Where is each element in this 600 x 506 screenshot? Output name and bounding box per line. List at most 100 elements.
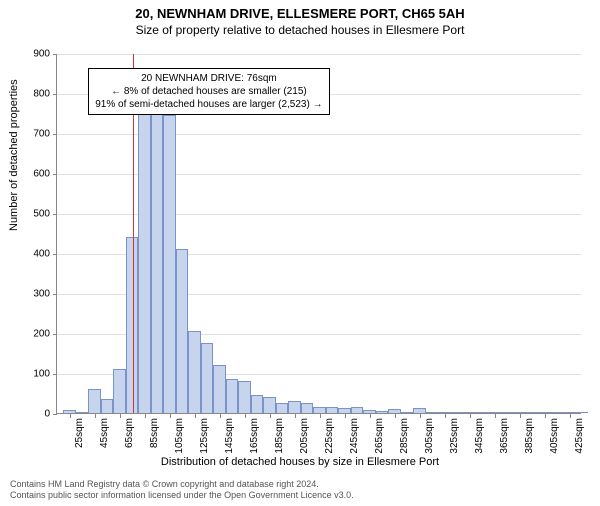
xtick-label: 265sqm [374,418,385,454]
ytick-mark [53,94,57,95]
histogram-bar [388,409,401,413]
histogram-bar [88,389,101,413]
histogram-bar [413,408,426,413]
grid-line [57,214,581,215]
xtick-label: 365sqm [499,418,510,454]
xtick-mark [545,414,546,418]
histogram-bar [476,412,489,413]
histogram-bar [226,379,239,413]
x-axis-label: Distribution of detached houses by size … [0,456,600,468]
ytick-label: 400 [20,249,50,260]
histogram-bar [201,343,214,413]
histogram-bar [526,412,539,413]
ytick-label: 800 [20,89,50,100]
grid-line [57,174,581,175]
histogram-bar [376,411,389,413]
xtick-label: 85sqm [149,418,160,448]
histogram-bar [76,412,89,413]
xtick-mark [320,414,321,418]
xtick-label: 105sqm [174,418,185,454]
ytick-label: 600 [20,169,50,180]
xtick-mark [295,414,296,418]
ytick-label: 500 [20,209,50,220]
histogram-bar [563,412,576,413]
grid-line [57,134,581,135]
ytick-mark [53,54,57,55]
xtick-mark [70,414,71,418]
histogram-bar [576,412,589,413]
ytick-label: 0 [20,409,50,420]
ytick-mark [53,254,57,255]
chart-container: 20, NEWNHAM DRIVE, ELLESMERE PORT, CH65 … [0,6,600,506]
histogram-bar [276,403,289,413]
histogram-bar [213,365,226,413]
xtick-label: 405sqm [549,418,560,454]
histogram-bar [238,381,251,413]
plot-area: 010020030040050060070080090025sqm45sqm65… [56,54,581,414]
histogram-bar [188,331,201,413]
histogram-bar [338,408,351,413]
histogram-bar [426,412,439,413]
histogram-bar [63,410,76,413]
histogram-bar [113,369,126,413]
xtick-mark [570,414,571,418]
ytick-mark [53,414,57,415]
annotation-line: 20 NEWNHAM DRIVE: 76sqm [95,72,322,85]
xtick-label: 245sqm [349,418,360,454]
histogram-bar [351,407,364,413]
histogram-bar [301,403,314,413]
xtick-label: 185sqm [274,418,285,454]
ytick-mark [53,334,57,335]
histogram-bar [151,113,164,413]
chart-title: 20, NEWNHAM DRIVE, ELLESMERE PORT, CH65 … [0,6,600,21]
footer-line-1: Contains HM Land Registry data © Crown c… [10,479,590,491]
histogram-bar [126,237,139,413]
xtick-label: 345sqm [474,418,485,454]
xtick-mark [445,414,446,418]
xtick-mark [495,414,496,418]
xtick-label: 285sqm [399,418,410,454]
annotation-box: 20 NEWNHAM DRIVE: 76sqm← 8% of detached … [88,68,329,115]
xtick-mark [195,414,196,418]
xtick-mark [220,414,221,418]
histogram-bar [251,395,264,413]
histogram-bar [363,410,376,413]
histogram-bar [101,399,114,413]
ytick-mark [53,294,57,295]
xtick-mark [470,414,471,418]
histogram-bar [326,407,339,413]
histogram-bar [163,115,176,413]
xtick-label: 125sqm [199,418,210,454]
y-axis-label: Number of detached properties [8,79,20,231]
histogram-bar [451,412,464,413]
footer-line-2: Contains public sector information licen… [10,490,590,502]
chart-subtitle: Size of property relative to detached ho… [0,23,600,37]
histogram-bar [463,412,476,413]
ytick-mark [53,174,57,175]
xtick-mark [120,414,121,418]
histogram-bar [138,113,151,413]
xtick-mark [395,414,396,418]
histogram-bar [176,249,189,413]
xtick-label: 145sqm [224,418,235,454]
xtick-mark [170,414,171,418]
ytick-mark [53,214,57,215]
ytick-label: 100 [20,369,50,380]
ytick-label: 300 [20,289,50,300]
histogram-bar [501,412,514,413]
histogram-bar [263,397,276,413]
histogram-bar [313,407,326,413]
xtick-label: 225sqm [324,418,335,454]
xtick-label: 305sqm [424,418,435,454]
xtick-mark [520,414,521,418]
histogram-bar [401,412,414,413]
xtick-mark [245,414,246,418]
plot-surface: 010020030040050060070080090025sqm45sqm65… [56,54,581,414]
xtick-label: 425sqm [574,418,585,454]
xtick-label: 165sqm [249,418,260,454]
xtick-label: 65sqm [124,418,135,448]
histogram-bar [538,412,551,413]
xtick-label: 205sqm [299,418,310,454]
xtick-mark [370,414,371,418]
ytick-label: 900 [20,49,50,60]
